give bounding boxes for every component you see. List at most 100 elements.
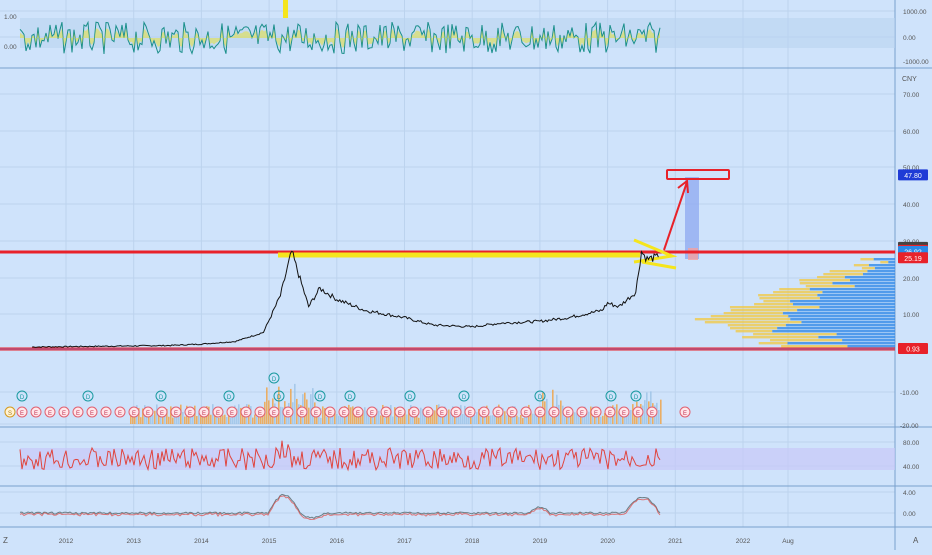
dividend-marker[interactable]: D	[273, 390, 285, 402]
earnings-marker[interactable]: E	[310, 406, 322, 418]
dividend-marker[interactable]: D	[630, 390, 642, 402]
volume-bar	[240, 407, 242, 424]
earnings-marker[interactable]: E	[16, 406, 28, 418]
earnings-marker[interactable]: E	[212, 406, 224, 418]
volume-profile-bar	[862, 273, 895, 276]
earnings-marker[interactable]: E	[254, 406, 266, 418]
earnings-marker[interactable]: E	[590, 406, 602, 418]
earnings-marker[interactable]: E	[170, 406, 182, 418]
volume-bar	[458, 409, 460, 424]
split-marker[interactable]: S	[4, 406, 16, 418]
volume-bar	[242, 410, 244, 424]
earnings-marker[interactable]: E	[520, 406, 532, 418]
corner-right-label[interactable]: A	[913, 536, 919, 545]
volume-profile-bar	[817, 276, 845, 279]
earnings-marker[interactable]: E	[100, 406, 112, 418]
dividend-marker[interactable]: D	[344, 390, 356, 402]
target-box[interactable]	[666, 169, 730, 180]
x-tick: 2014	[194, 538, 209, 545]
earnings-marker[interactable]: E	[142, 406, 154, 418]
volume-profile-bar	[842, 339, 895, 342]
volume-bar	[476, 412, 478, 424]
earnings-marker[interactable]: E	[352, 406, 364, 418]
earnings-marker[interactable]: E	[478, 406, 490, 418]
earnings-marker[interactable]: E	[618, 406, 630, 418]
dividend-marker[interactable]: D	[534, 390, 546, 402]
volume-bar	[442, 416, 444, 424]
dividend-marker[interactable]: D	[314, 390, 326, 402]
earnings-marker[interactable]: E	[338, 406, 350, 418]
earnings-label: E	[384, 411, 388, 417]
earnings-marker[interactable]: E	[44, 406, 56, 418]
dividend-marker[interactable]: D	[16, 390, 28, 402]
earnings-marker[interactable]: E	[296, 406, 308, 418]
earnings-marker[interactable]: E	[604, 406, 616, 418]
volume-profile-bar	[781, 345, 848, 348]
volume-bar	[202, 411, 204, 424]
earnings-marker[interactable]: E	[226, 406, 238, 418]
earnings-marker[interactable]: E	[562, 406, 574, 418]
earnings-marker[interactable]: E	[380, 406, 392, 418]
earnings-marker[interactable]: E	[450, 406, 462, 418]
earnings-marker[interactable]: E	[30, 406, 42, 418]
earnings-marker[interactable]: E	[198, 406, 210, 418]
earnings-marker[interactable]: E	[646, 406, 658, 418]
earnings-marker[interactable]: E	[464, 406, 476, 418]
target-arrow[interactable]	[663, 181, 688, 251]
volume-profile-bar	[849, 279, 895, 282]
pennant-pattern[interactable]	[633, 238, 678, 264]
earnings-marker[interactable]: E	[282, 406, 294, 418]
earnings-marker[interactable]: E	[436, 406, 448, 418]
volume-bar	[170, 406, 172, 424]
earnings-marker[interactable]: E	[576, 406, 588, 418]
earnings-marker[interactable]: E	[632, 406, 644, 418]
earnings-marker[interactable]: E	[324, 406, 336, 418]
earnings-marker[interactable]: E	[534, 406, 546, 418]
earnings-marker[interactable]: E	[268, 406, 280, 418]
earnings-marker[interactable]: E	[422, 406, 434, 418]
event-markers[interactable]: D D D D D D D D D D D D D E E E E E E E E E E E E E E E E E E E E E E E E E E E…	[4, 372, 691, 418]
split-label: S	[8, 411, 12, 417]
earnings-marker[interactable]: E	[72, 406, 84, 418]
volume-bar	[566, 412, 568, 424]
earnings-marker[interactable]: E	[86, 406, 98, 418]
earnings-label: E	[496, 411, 500, 417]
earnings-label: E	[454, 411, 458, 417]
corner-left-label: Z	[3, 536, 8, 545]
volume-profile-bar	[758, 342, 788, 345]
earnings-marker[interactable]: E	[506, 406, 518, 418]
dividend-marker[interactable]: D	[458, 390, 470, 402]
volume-bar	[370, 417, 372, 424]
volume-bar	[324, 408, 326, 424]
volume-bar	[634, 410, 636, 424]
earnings-marker[interactable]: E	[58, 406, 70, 418]
price-line[interactable]	[32, 250, 659, 348]
earnings-label: E	[118, 411, 122, 417]
earnings-marker[interactable]: E	[184, 406, 196, 418]
dividend-marker[interactable]: D	[223, 390, 235, 402]
earnings-marker[interactable]: E	[548, 406, 560, 418]
earnings-marker-future[interactable]: E	[679, 406, 691, 418]
dividend-marker[interactable]: D	[82, 390, 94, 402]
earnings-marker[interactable]: E	[408, 406, 420, 418]
earnings-marker[interactable]: E	[240, 406, 252, 418]
dividend-marker[interactable]: D	[268, 372, 280, 384]
dividend-marker[interactable]: D	[605, 390, 617, 402]
volume-profile-bar	[832, 282, 895, 285]
dividend-marker[interactable]: D	[155, 390, 167, 402]
earnings-marker[interactable]: E	[156, 406, 168, 418]
earnings-marker[interactable]: E	[366, 406, 378, 418]
earnings-marker[interactable]: E	[114, 406, 126, 418]
volume-bar	[332, 413, 334, 424]
volume-bar	[226, 417, 228, 424]
volume-profile-bar	[763, 300, 791, 303]
dividend-marker[interactable]: D	[404, 390, 416, 402]
volume-profile-bar	[822, 291, 895, 294]
earnings-marker[interactable]: E	[492, 406, 504, 418]
earnings-marker[interactable]: E	[394, 406, 406, 418]
pennant-lower-edge	[641, 260, 677, 270]
earnings-marker[interactable]: E	[128, 406, 140, 418]
volume-bar	[598, 412, 600, 424]
